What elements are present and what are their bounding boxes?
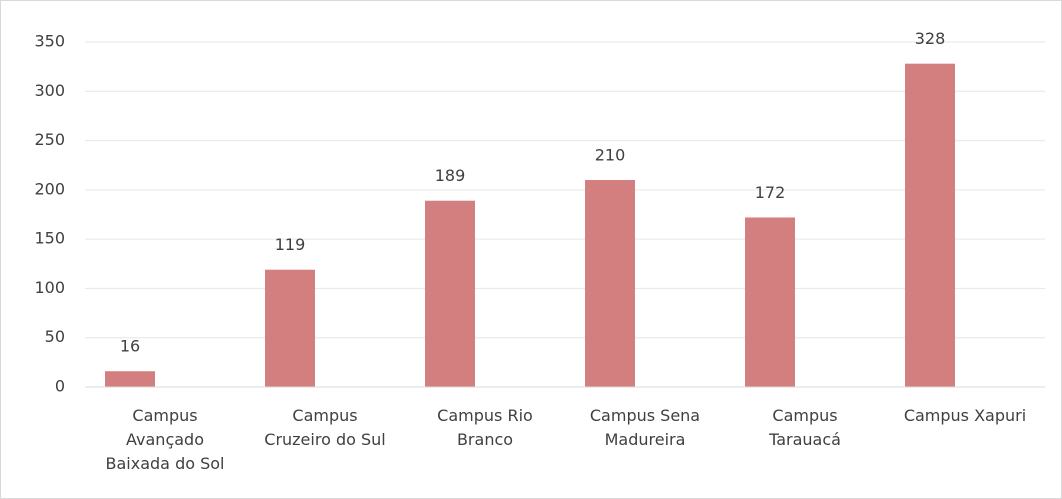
data-label: 16: [120, 337, 140, 356]
bar: [585, 180, 635, 387]
bar: [425, 200, 475, 387]
bar: [745, 217, 795, 387]
x-tick-label: Campus Cruzeiro do Sul: [264, 406, 386, 449]
x-tick-label: Campus Rio Branco: [437, 406, 533, 449]
x-tick-label: Campus Avançado Baixada do Sol: [105, 406, 225, 473]
data-label: 210: [595, 146, 626, 165]
y-tick-label: 50: [45, 327, 65, 346]
y-tick-label: 200: [34, 179, 65, 198]
data-label: 328: [915, 29, 946, 48]
data-label: 189: [435, 166, 466, 185]
data-label: 172: [755, 183, 786, 202]
bar: [905, 63, 955, 387]
data-label: 119: [275, 235, 306, 254]
y-tick-label: 350: [34, 32, 65, 51]
x-tick-label: Campus Tarauacá: [769, 406, 841, 449]
y-tick-label: 150: [34, 229, 65, 248]
bar: [105, 371, 155, 387]
y-tick-label: 100: [34, 278, 65, 297]
x-tick-label: Campus Sena Madureira: [589, 406, 701, 449]
y-tick-label: 0: [55, 377, 65, 396]
bar: [265, 269, 315, 387]
y-tick-label: 250: [34, 130, 65, 149]
x-tick-label: Campus Xapuri: [903, 406, 1027, 425]
y-tick-label: 300: [34, 81, 65, 100]
